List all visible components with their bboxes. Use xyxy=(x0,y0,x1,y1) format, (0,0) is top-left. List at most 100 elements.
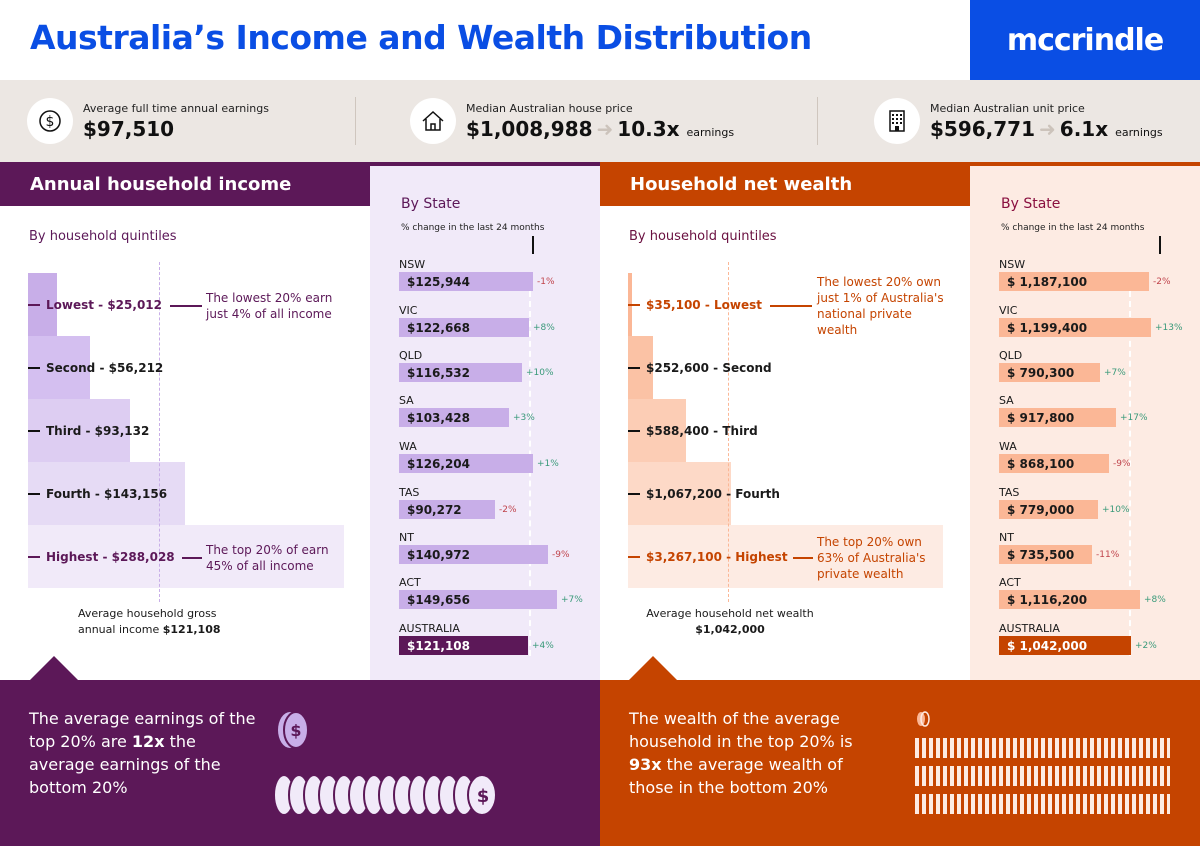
coin-row xyxy=(915,766,1170,786)
income-bar-highest xyxy=(28,525,344,588)
svg-text:$: $ xyxy=(477,786,490,807)
income-note-high: The top 20% of earn 45% of all income xyxy=(206,543,329,573)
state-row: QLD $116,532 +10% xyxy=(399,349,554,382)
pointer-triangle xyxy=(629,656,677,680)
coin-row xyxy=(915,738,1170,758)
svg-text:$: $ xyxy=(46,114,55,130)
coin-stack-icon: $ xyxy=(273,774,497,816)
state-row: SA $103,428 +3% xyxy=(399,394,535,427)
apartment-icon xyxy=(874,98,920,144)
state-title: By State xyxy=(1001,196,1061,212)
wealth-note-low: The lowest 20% own just 1% of Australia'… xyxy=(817,275,944,337)
income-average-value: $121,108 xyxy=(162,623,221,636)
arrow-right-icon: ➜ xyxy=(596,116,614,141)
wealth-section-title: Household net wealth xyxy=(600,162,970,206)
wealth-average-line xyxy=(728,262,729,602)
wealth-state-panel: By State % change in the last 24 months … xyxy=(970,162,1200,680)
stat-earnings: $ Average full time annual earnings $97,… xyxy=(27,80,269,162)
svg-text:$: $ xyxy=(290,721,301,740)
wealth-callout: The wealth of the average household in t… xyxy=(600,680,1200,846)
connector-line xyxy=(793,557,813,559)
state-row: NT $140,972 -9% xyxy=(399,531,570,564)
income-subtitle: By household quintiles xyxy=(29,229,177,244)
income-average: Average household gross annual income $1… xyxy=(78,606,253,638)
state-title: By State xyxy=(401,196,461,212)
income-label-third: Third - $93,132 xyxy=(28,424,149,438)
dollar-coin-icon: $ xyxy=(27,98,73,144)
wealth-callout-text: The wealth of the average household in t… xyxy=(629,709,853,797)
state-row: ACT $ 1,116,200 +8% xyxy=(999,576,1166,609)
arrow-down-icon xyxy=(1159,236,1161,254)
pointer-triangle xyxy=(30,656,78,680)
stat-unit: Median Australian unit price $596,771 ➜ 6.… xyxy=(874,80,1163,162)
income-state-panel: By State % change in the last 24 months … xyxy=(370,162,600,680)
wealth-bar-fourth xyxy=(628,462,731,525)
income-label-second: Second - $56,212 xyxy=(28,361,163,375)
income-bar-third xyxy=(28,399,130,462)
connector-line xyxy=(182,557,202,559)
stat-label: Median Australian unit price xyxy=(930,101,1085,115)
state-row: WA $126,204 +1% xyxy=(399,440,559,473)
income-label-highest: Highest - $288,028 xyxy=(28,550,175,564)
state-row: AUSTRALIA $ 1,042,000 +2% xyxy=(999,622,1157,655)
income-label-lowest: Lowest - $25,012 xyxy=(28,298,162,312)
state-subtitle: % change in the last 24 months xyxy=(401,223,545,233)
state-row: ACT $149,656 +7% xyxy=(399,576,583,609)
income-section-title: Annual household income xyxy=(0,162,370,206)
wealth-label-lowest: $35,100 - Lowest xyxy=(628,298,762,312)
stat-label: Median Australian house price xyxy=(466,101,633,115)
income-callout-text: The average earnings of the top 20% are … xyxy=(29,709,256,797)
stat-house: Median Australian house price $1,008,988… xyxy=(410,80,734,162)
wealth-average-value: $1,042,000 xyxy=(695,623,765,636)
wealth-subtitle: By household quintiles xyxy=(629,229,777,244)
stat-multiple: 10.3x xyxy=(617,116,680,141)
page-title: Australia’s Income and Wealth Distributi… xyxy=(30,18,812,57)
stat-value: $596,771 xyxy=(930,116,1036,141)
state-row: QLD $ 790,300 +7% xyxy=(999,349,1126,382)
state-average-line xyxy=(529,291,531,656)
state-row: VIC $ 1,199,400 +13% xyxy=(999,304,1183,337)
state-row: NSW $125,944 -1% xyxy=(399,258,555,291)
stat-suffix: earnings xyxy=(686,125,735,139)
wealth-label-highest: $3,267,100 - Highest xyxy=(628,550,788,564)
connector-line xyxy=(770,305,812,307)
wealth-note-high: The top 20% own 63% of Australia's priva… xyxy=(817,535,926,581)
coin-icon xyxy=(917,711,930,727)
wealth-label-second: $252,600 - Second xyxy=(628,361,772,375)
state-row: AUSTRALIA $121,108 +4% xyxy=(399,622,554,655)
stat-value: $1,008,988 xyxy=(466,116,593,141)
coin-icon: $ xyxy=(278,711,309,749)
connector-line xyxy=(170,305,202,307)
stat-label: Average full time annual earnings xyxy=(83,101,269,115)
state-row: NSW $ 1,187,100 -2% xyxy=(999,258,1171,291)
state-row: NT $ 735,500 -11% xyxy=(999,531,1119,564)
state-average-line xyxy=(1129,291,1131,656)
stat-value: $97,510 xyxy=(83,116,175,141)
stats-bar: $ Average full time annual earnings $97,… xyxy=(0,80,1200,162)
wealth-average-label: Average household net wealth xyxy=(646,607,814,620)
income-note-low: The lowest 20% earn just 4% of all incom… xyxy=(206,291,333,321)
stat-multiple: 6.1x xyxy=(1059,116,1109,141)
arrow-down-icon xyxy=(532,236,534,254)
income-average-label: Average household gross annual income xyxy=(78,607,217,636)
divider xyxy=(355,97,356,145)
divider xyxy=(817,97,818,145)
state-row: SA $ 917,800 +17% xyxy=(999,394,1148,427)
state-subtitle: % change in the last 24 months xyxy=(1001,223,1145,233)
state-row: TAS $90,272 -2% xyxy=(399,486,517,519)
wealth-average: Average household net wealth $1,042,000 xyxy=(630,606,830,638)
income-average-line xyxy=(159,262,160,602)
income-label-fourth: Fourth - $143,156 xyxy=(28,487,167,501)
wealth-label-third: $588,400 - Third xyxy=(628,424,758,438)
wealth-label-fourth: $1,067,200 - Fourth xyxy=(628,487,780,501)
state-row: TAS $ 779,000 +10% xyxy=(999,486,1130,519)
arrow-right-icon: ➜ xyxy=(1039,116,1056,141)
house-icon xyxy=(410,98,456,144)
coin-row xyxy=(915,794,1170,814)
state-row: WA $ 868,100 -9% xyxy=(999,440,1131,473)
wealth-bar-highest xyxy=(628,525,943,588)
income-callout: The average earnings of the top 20% are … xyxy=(0,680,600,846)
stat-suffix: earnings xyxy=(1115,125,1163,139)
income-bar-fourth xyxy=(28,462,185,525)
brand-logo: mccrindle xyxy=(970,0,1200,80)
